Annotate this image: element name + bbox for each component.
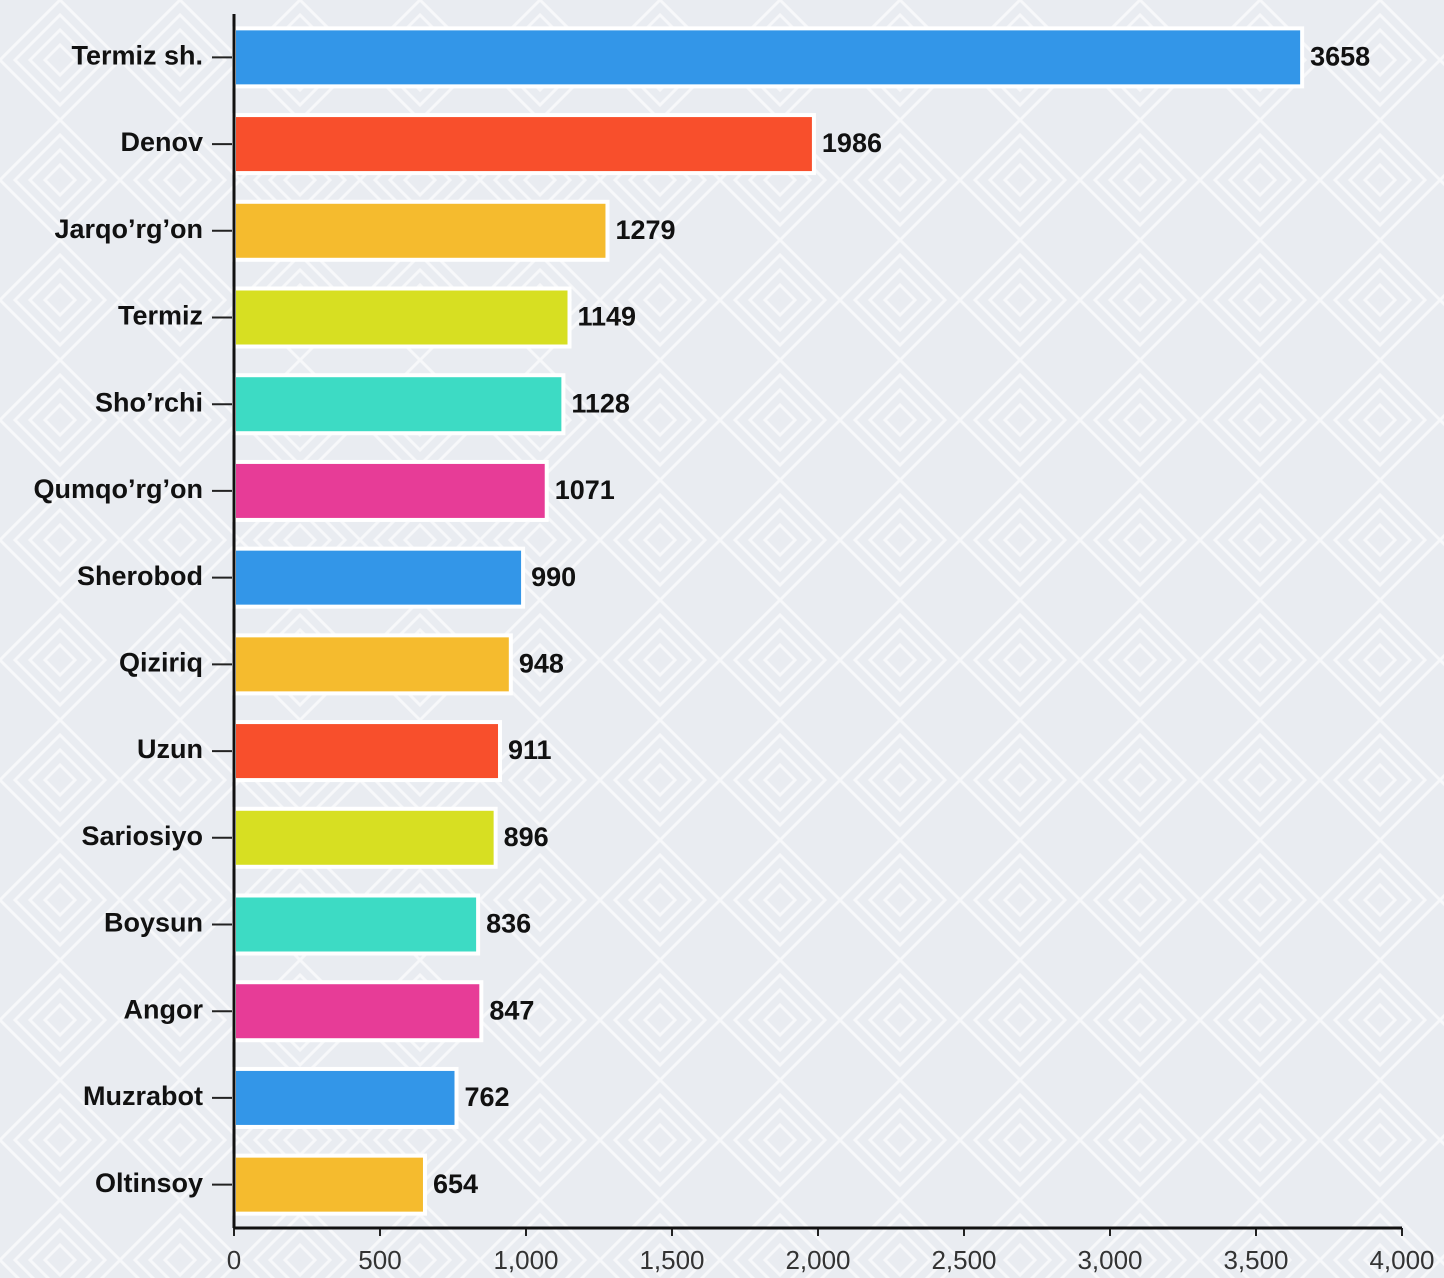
y-tick-label: Muzrabot: [83, 1081, 203, 1111]
y-tick-label: Termiz sh.: [71, 40, 203, 70]
bar: [232, 459, 549, 522]
data-label: 1279: [615, 215, 675, 245]
bar: [232, 546, 526, 609]
data-label: 3658: [1310, 41, 1370, 71]
x-tick-label: 3,500: [1223, 1245, 1288, 1275]
x-tick-label: 2,500: [931, 1245, 996, 1275]
bar: [232, 720, 503, 783]
bar: [232, 893, 481, 956]
data-label: 1071: [555, 475, 615, 505]
y-tick-label: Qiziriq: [119, 647, 203, 677]
data-label: 948: [519, 648, 564, 678]
y-tick-label: Boysun: [104, 908, 203, 938]
data-label: 1128: [571, 388, 630, 418]
bar: [232, 286, 572, 349]
data-label: 911: [508, 735, 552, 765]
x-tick-label: 1,000: [493, 1245, 558, 1275]
data-label: 847: [489, 995, 534, 1025]
x-tick-label: 0: [227, 1245, 241, 1275]
y-tick-label: Oltinsoy: [95, 1168, 203, 1198]
bar: [232, 980, 484, 1043]
x-tick-label: 2,000: [785, 1245, 850, 1275]
x-tick-label: 1,500: [639, 1245, 704, 1275]
y-tick-label: Termiz: [118, 301, 203, 331]
y-tick-label: Sariosiyo: [81, 821, 203, 851]
y-tick-label: Angor: [124, 994, 204, 1024]
x-tick-label: 4,000: [1369, 1245, 1434, 1275]
data-label: 1986: [822, 128, 882, 158]
y-tick-label: Jarqo’rg’on: [54, 214, 203, 244]
data-label: 836: [486, 909, 531, 939]
y-tick-label: Uzun: [137, 734, 203, 764]
data-label: 990: [531, 562, 576, 592]
bar: [232, 26, 1305, 89]
y-tick-label: Qumqo’rg’on: [34, 474, 203, 504]
x-tick-label: 500: [358, 1245, 401, 1275]
y-tick-label: Sho’rchi: [95, 387, 203, 417]
bar: [232, 1066, 459, 1129]
x-tick-label: 3,000: [1077, 1245, 1142, 1275]
bar: [232, 199, 610, 262]
data-label: 762: [465, 1082, 510, 1112]
bar: [232, 113, 816, 176]
bar: [232, 1153, 427, 1216]
data-label: 1149: [578, 302, 637, 332]
bar: [232, 373, 566, 436]
data-label: 896: [504, 822, 549, 852]
bar: [232, 633, 513, 696]
bar: [232, 806, 498, 869]
y-tick-label: Denov: [120, 127, 203, 157]
data-label: 654: [433, 1169, 478, 1199]
y-tick-label: Sherobod: [77, 561, 203, 591]
